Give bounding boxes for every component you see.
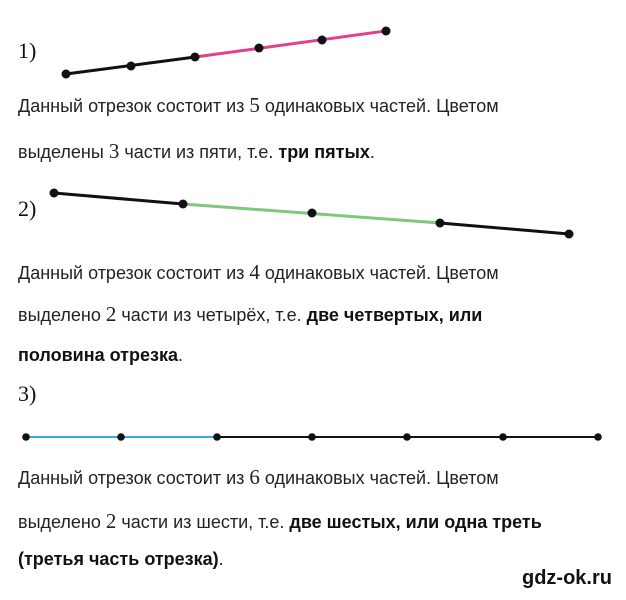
segment-3-point: [594, 433, 602, 441]
item-2-text-line-3: половина отрезка.: [18, 345, 183, 365]
item-2-text-line-2: выделено 2 части из четырёх, т.е. две че…: [18, 302, 483, 326]
item-3-text-line-1: Данный отрезок состоит из 6 одинаковых ч…: [18, 465, 499, 489]
item-2-text-line-1: Данный отрезок состоит из 4 одинаковых ч…: [18, 260, 499, 284]
segment-1-highlighted-part: [194, 29, 387, 59]
segment-2-point: [564, 229, 574, 239]
segment-3-point: [403, 433, 411, 441]
item-3-text-line-2: выделено 2 части из шести, т.е. две шест…: [18, 509, 542, 533]
segment-1-point: [381, 26, 391, 36]
answer-highlight: (третья часть отрезка): [18, 549, 219, 569]
segment-2-point: [49, 188, 59, 198]
segment-2-point: [307, 208, 317, 218]
segment-3-point: [117, 433, 125, 441]
site-watermark: gdz-ok.ru: [522, 567, 612, 589]
segment-2-diagram: [49, 188, 574, 239]
segment-1-point: [61, 69, 71, 79]
item-1-text-line-2: выделены 3 части из пяти, т.е. три пятых…: [18, 139, 375, 163]
segment-3-point: [499, 433, 507, 441]
segment-3-diagram: [22, 433, 602, 441]
segment-3-point: [308, 433, 316, 441]
item-1-text-line-1: Данный отрезок состоит из 5 одинаковых ч…: [18, 93, 499, 117]
item-number-2: 2): [18, 196, 37, 221]
segment-2-point: [435, 218, 445, 228]
answer-highlight: две шестых, или одна треть: [289, 512, 542, 532]
segment-2-base-part: [439, 221, 570, 236]
segment-1-point: [190, 52, 200, 62]
segment-2-base-part: [53, 191, 184, 206]
segment-1-diagram: [61, 26, 391, 79]
segment-1-point: [254, 43, 264, 53]
segment-3-point: [22, 433, 30, 441]
segment-3-point: [213, 433, 221, 441]
answer-highlight: половина отрезка: [18, 345, 178, 365]
segment-1-point: [126, 61, 136, 71]
item-number-3: 3): [18, 381, 37, 406]
segment-2-point: [178, 199, 188, 209]
answer-highlight: три пятых: [278, 142, 370, 162]
item-number-1: 1): [18, 38, 37, 63]
segment-1-point: [317, 35, 327, 45]
item-3-text-line-3: (третья часть отрезка).: [18, 549, 224, 569]
answer-highlight: две четвертых, или: [306, 305, 483, 325]
